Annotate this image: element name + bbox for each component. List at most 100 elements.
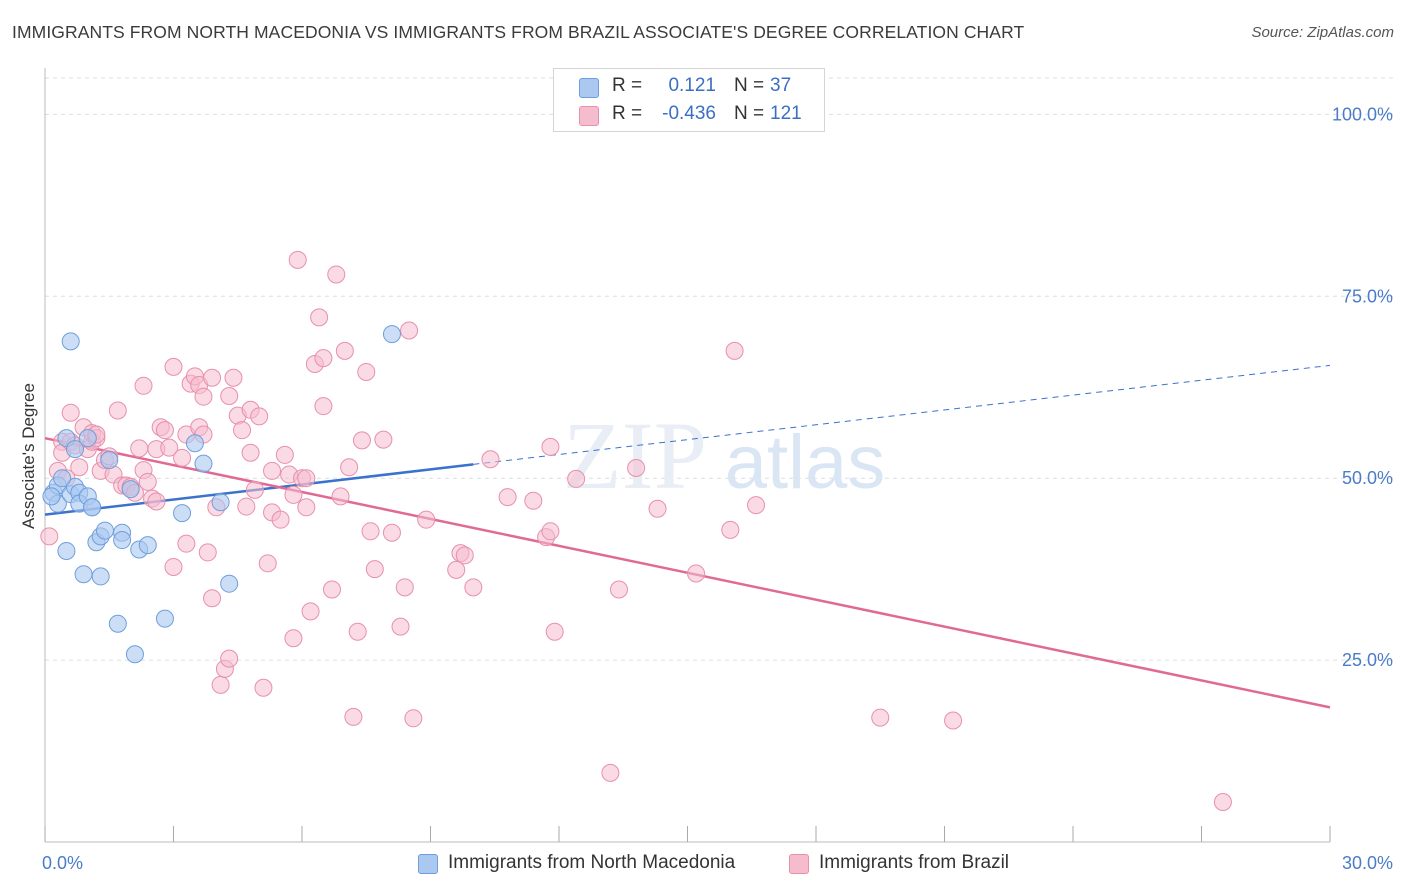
point-brazil	[250, 407, 269, 426]
x-tick-label-max: 30.0%	[1342, 853, 1393, 873]
point-brazil	[301, 602, 320, 621]
point-north-macedonia	[125, 645, 144, 664]
point-brazil	[258, 554, 277, 573]
point-brazil	[747, 496, 766, 515]
point-brazil	[374, 430, 393, 449]
point-north-macedonia	[173, 504, 192, 523]
point-brazil	[138, 472, 157, 491]
point-brazil	[687, 564, 706, 583]
point-brazil	[331, 487, 350, 506]
point-brazil	[327, 265, 346, 284]
point-brazil	[725, 341, 744, 360]
point-brazil	[297, 469, 316, 488]
point-north-macedonia	[220, 574, 239, 593]
point-brazil	[203, 368, 222, 387]
point-brazil	[545, 622, 564, 641]
point-brazil	[155, 421, 174, 440]
point-brazil	[61, 403, 80, 422]
axes	[44, 68, 1331, 843]
point-brazil	[233, 421, 252, 440]
y-tick-label: 50.0%	[1342, 468, 1393, 488]
point-brazil	[130, 439, 149, 458]
point-north-macedonia	[91, 567, 110, 586]
point-brazil	[263, 461, 282, 480]
point-brazil	[310, 308, 329, 327]
point-brazil	[365, 560, 384, 579]
point-brazil	[335, 341, 354, 360]
point-north-macedonia	[382, 325, 401, 344]
point-brazil	[271, 510, 290, 529]
point-brazil	[344, 707, 363, 726]
point-brazil	[395, 578, 414, 597]
series-legend-label-brazil: Immigrants from Brazil	[819, 852, 1010, 873]
legend-r-label: R =	[612, 103, 643, 124]
point-brazil	[203, 589, 222, 608]
legend-swatch-blue	[579, 78, 599, 98]
point-brazil	[567, 469, 586, 488]
point-brazil	[40, 527, 59, 546]
point-brazil	[314, 397, 333, 416]
point-brazil	[275, 445, 294, 464]
point-north-macedonia	[42, 487, 61, 506]
point-brazil	[481, 450, 500, 469]
point-brazil	[220, 386, 239, 405]
point-brazil	[391, 617, 410, 636]
point-brazil	[198, 543, 217, 562]
point-brazil	[871, 708, 890, 727]
point-brazil	[147, 492, 166, 511]
point-brazil	[254, 678, 273, 697]
point-brazil	[721, 520, 740, 539]
legend-row-north-macedonia: R = 0.121 N = 37	[554, 73, 824, 101]
legend-r-value: -0.436	[662, 103, 716, 124]
legend-row-brazil: R = -0.436 N = 121	[554, 101, 824, 129]
tick-labels: 25.0% 50.0% 75.0% 100.0% 0.0% 30.0%	[42, 104, 1393, 873]
point-brazil	[400, 321, 419, 340]
chart-title: IMMIGRANTS FROM NORTH MACEDONIA VS IMMIG…	[12, 22, 1025, 42]
point-north-macedonia	[108, 614, 127, 633]
y-axis-title: Associate's Degree	[19, 383, 38, 529]
legend-r-label: R =	[612, 75, 643, 96]
x-tick-label-min: 0.0%	[42, 853, 83, 873]
data-points	[40, 250, 1232, 811]
legend-n-value: 37	[770, 75, 792, 96]
point-brazil	[648, 499, 667, 518]
point-brazil	[160, 438, 179, 457]
point-brazil	[541, 437, 560, 456]
series-legend-swatch-blue	[418, 854, 438, 874]
point-north-macedonia	[95, 521, 114, 540]
point-north-macedonia	[83, 498, 102, 517]
legend-n-value: 121	[770, 103, 802, 124]
series-legend-swatch-pink	[789, 854, 809, 874]
point-brazil	[382, 523, 401, 542]
point-brazil	[173, 448, 192, 467]
point-brazil	[417, 510, 436, 529]
watermark-zip: ZIP	[563, 402, 707, 509]
stats-legend: R = 0.121 N = 37 R = -0.436 N = 121	[553, 68, 825, 132]
point-brazil	[404, 709, 423, 728]
point-brazil	[498, 488, 517, 507]
point-brazil	[455, 546, 474, 565]
point-north-macedonia	[113, 531, 132, 550]
point-brazil	[361, 522, 380, 541]
point-north-macedonia	[78, 429, 97, 448]
point-brazil	[237, 497, 256, 516]
point-north-macedonia	[138, 536, 157, 555]
point-north-macedonia	[65, 440, 84, 459]
point-brazil	[944, 711, 963, 730]
legend-r-value: 0.121	[668, 75, 716, 96]
point-brazil	[245, 480, 264, 499]
point-brazil	[70, 458, 89, 477]
point-brazil	[284, 485, 303, 504]
series-legend-label-north-macedonia: Immigrants from North Macedonia	[448, 852, 736, 873]
point-brazil	[297, 498, 316, 517]
point-north-macedonia	[211, 493, 230, 512]
point-brazil	[194, 387, 213, 406]
point-brazil	[288, 250, 307, 269]
legend-n-label: N =	[734, 75, 765, 96]
grid-lines	[45, 77, 1395, 661]
point-north-macedonia	[61, 332, 80, 351]
point-north-macedonia	[57, 541, 76, 560]
point-brazil	[322, 580, 341, 599]
point-north-macedonia	[53, 469, 72, 488]
point-brazil	[609, 580, 628, 599]
